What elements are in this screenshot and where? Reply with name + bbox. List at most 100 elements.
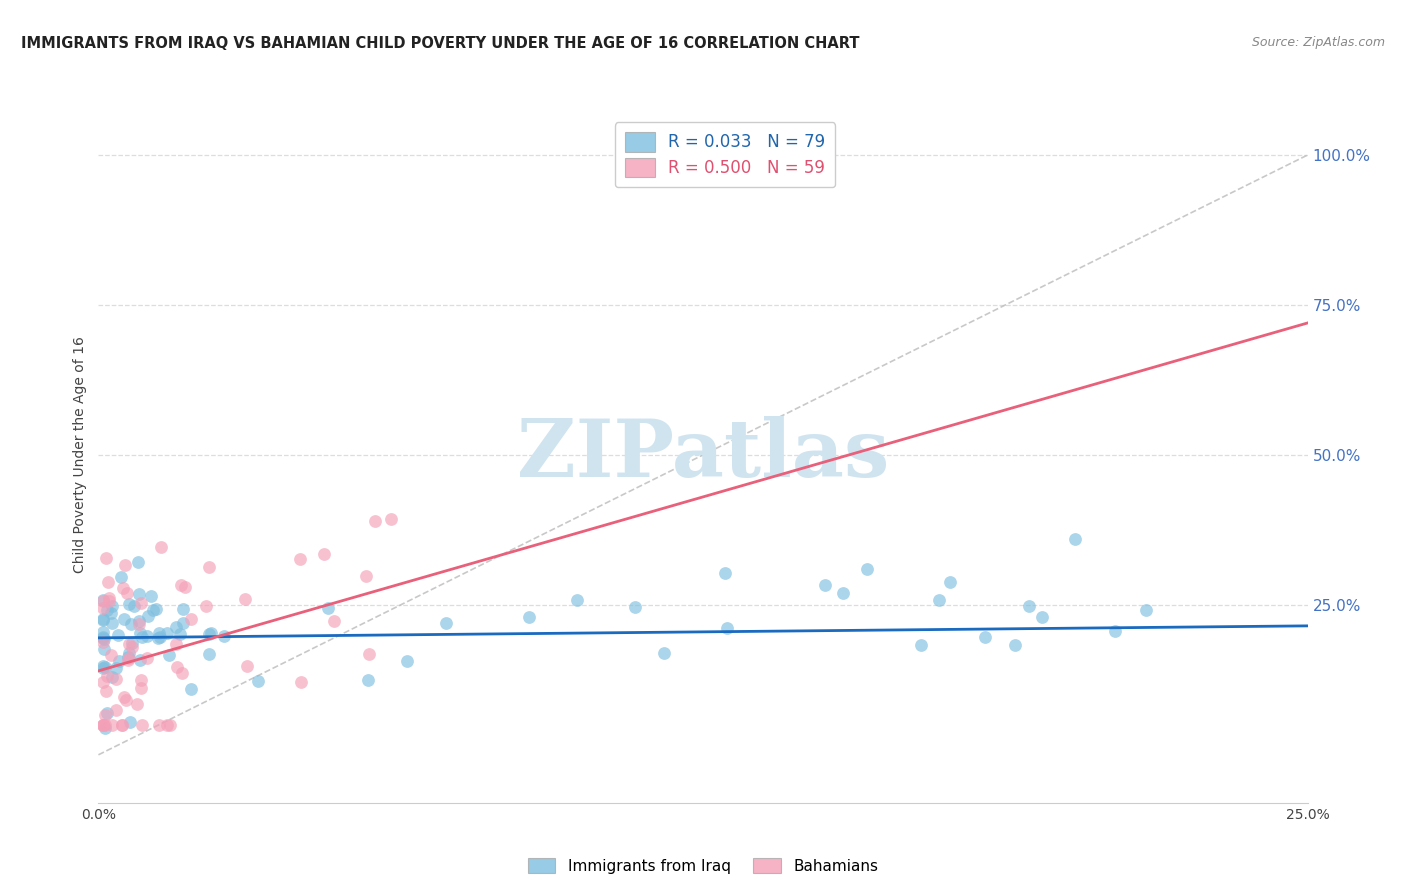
Point xyxy=(108,654,131,668)
Point xyxy=(128,615,150,629)
Point xyxy=(136,608,159,623)
Point xyxy=(111,581,134,595)
Point xyxy=(118,637,141,651)
Point xyxy=(91,631,114,645)
Point xyxy=(96,683,118,698)
Point xyxy=(96,669,118,683)
Point xyxy=(1004,638,1026,652)
Point xyxy=(129,673,152,687)
Point xyxy=(101,599,124,613)
Point xyxy=(148,718,170,732)
Point xyxy=(172,665,194,680)
Point xyxy=(136,630,159,644)
Point xyxy=(111,718,134,732)
Point xyxy=(100,718,122,732)
Point xyxy=(434,615,457,630)
Point xyxy=(316,600,339,615)
Point xyxy=(197,560,219,574)
Point xyxy=(974,630,997,644)
Point xyxy=(125,697,148,711)
Point xyxy=(94,708,117,723)
Point xyxy=(93,718,115,732)
Point xyxy=(117,652,139,666)
Point xyxy=(94,718,117,732)
Point xyxy=(129,596,152,610)
Point xyxy=(714,566,737,581)
Point xyxy=(97,594,120,608)
Point xyxy=(170,578,193,592)
Point xyxy=(94,721,117,735)
Point xyxy=(104,673,127,687)
Point xyxy=(118,646,141,660)
Point xyxy=(91,593,114,607)
Point xyxy=(115,586,138,600)
Point xyxy=(1064,533,1087,547)
Point xyxy=(567,593,589,607)
Point xyxy=(832,586,855,600)
Point xyxy=(118,597,141,611)
Point xyxy=(159,718,181,732)
Y-axis label: Child Poverty Under the Age of 16: Child Poverty Under the Age of 16 xyxy=(73,336,87,574)
Point xyxy=(112,690,135,705)
Point xyxy=(855,562,877,576)
Point xyxy=(104,661,127,675)
Point xyxy=(91,593,114,607)
Point xyxy=(91,601,114,615)
Point xyxy=(94,551,117,566)
Point xyxy=(91,630,114,644)
Point xyxy=(148,631,170,645)
Point xyxy=(91,635,114,649)
Point xyxy=(91,612,114,626)
Text: IMMIGRANTS FROM IRAQ VS BAHAMIAN CHILD POVERTY UNDER THE AGE OF 16 CORRELATION C: IMMIGRANTS FROM IRAQ VS BAHAMIAN CHILD P… xyxy=(21,36,859,51)
Point xyxy=(247,673,270,688)
Point xyxy=(120,617,142,632)
Point xyxy=(1104,624,1126,639)
Point xyxy=(117,650,139,665)
Point xyxy=(91,718,114,732)
Point xyxy=(169,626,191,640)
Point xyxy=(139,589,162,603)
Point xyxy=(110,570,132,584)
Point xyxy=(93,718,115,732)
Point xyxy=(105,702,128,716)
Point xyxy=(107,628,129,642)
Point xyxy=(115,693,138,707)
Point xyxy=(1135,603,1157,617)
Point xyxy=(155,718,177,732)
Point xyxy=(290,552,312,566)
Point xyxy=(131,718,153,732)
Point xyxy=(97,591,120,606)
Point xyxy=(121,640,143,654)
Point xyxy=(312,547,335,561)
Point xyxy=(928,592,950,607)
Point xyxy=(359,647,381,661)
Point xyxy=(156,625,179,640)
Point xyxy=(652,646,675,660)
Point xyxy=(97,574,120,589)
Point xyxy=(1018,599,1040,614)
Point xyxy=(149,630,172,644)
Point xyxy=(198,647,221,661)
Point xyxy=(135,651,157,665)
Point xyxy=(142,603,165,617)
Point xyxy=(364,514,387,528)
Point xyxy=(172,615,194,630)
Point xyxy=(157,648,180,662)
Point xyxy=(93,642,115,657)
Point xyxy=(212,629,235,643)
Point xyxy=(117,651,139,665)
Point xyxy=(111,718,134,732)
Point xyxy=(517,610,540,624)
Point xyxy=(131,681,153,696)
Point xyxy=(148,626,170,640)
Point xyxy=(94,659,117,673)
Point xyxy=(814,577,837,591)
Point xyxy=(233,591,256,606)
Point xyxy=(165,620,187,634)
Point xyxy=(101,670,124,684)
Point xyxy=(127,556,149,570)
Point xyxy=(939,574,962,589)
Point xyxy=(128,653,150,667)
Point xyxy=(624,600,647,615)
Point xyxy=(910,639,932,653)
